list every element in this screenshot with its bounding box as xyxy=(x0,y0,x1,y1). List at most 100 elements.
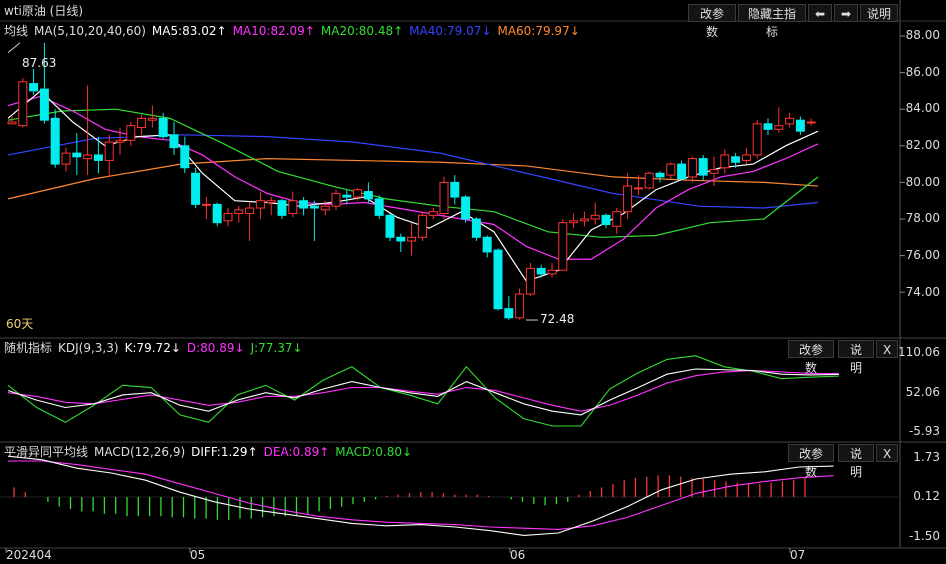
macd-value: MACD:0.80↓ xyxy=(335,445,413,459)
candle-body xyxy=(774,125,784,130)
ma5-value: MA5:83.02↑ xyxy=(151,24,227,38)
candle-body xyxy=(644,172,654,189)
kdj-close-icon[interactable]: X xyxy=(876,340,898,358)
candle-body xyxy=(29,83,39,92)
kdj-y-tick-bottom: -5.93 xyxy=(908,424,940,438)
window-title: wti原油 (日线) xyxy=(4,4,84,18)
candle-body xyxy=(677,163,687,180)
candle-body xyxy=(439,181,449,215)
candle-body xyxy=(623,185,633,213)
kdj-k-value: K:79.72↓ xyxy=(124,341,181,355)
macd-close-icon[interactable]: X xyxy=(876,444,898,462)
macd-dea-value: DEA:0.89↑ xyxy=(263,445,330,459)
indicator-params: MA(5,10,20,40,60) xyxy=(34,24,146,38)
macd-title: 平滑异同平均线 xyxy=(4,445,89,459)
macd-header: 平滑异同平均线 MACD(12,26,9) DIFF:1.29↑ DEA:0.89↑ M… xyxy=(4,443,418,461)
candle-body xyxy=(633,187,643,190)
high-price-label: 87.63 xyxy=(22,56,57,70)
x-tick-may: 05 xyxy=(190,548,206,562)
candle-body xyxy=(245,207,255,215)
candle-body xyxy=(590,214,600,220)
y-tick-74: 74.00 xyxy=(905,285,940,299)
kdj-j-value: J:77.37↓ xyxy=(250,341,303,355)
kdj-header: 随机指标 KDJ(9,3,3) K:79.72↓ D:80.89↓ J:77.37↓ xyxy=(4,339,309,357)
candle-body xyxy=(147,117,157,121)
candle-body xyxy=(698,158,708,176)
candle-body xyxy=(547,269,557,275)
edit-params-button[interactable]: 改参数 xyxy=(688,4,736,39)
kdj-title: 随机指标 xyxy=(4,341,53,355)
y-tick-84: 84.00 xyxy=(905,101,940,115)
y-tick-78: 78.00 xyxy=(905,211,940,225)
ma60-line xyxy=(7,158,819,200)
candle-body xyxy=(277,200,287,216)
candle-body xyxy=(763,123,773,130)
candle-body xyxy=(752,123,762,156)
candle-body xyxy=(363,191,373,200)
candle-body xyxy=(720,154,730,169)
x-tick-start: 202404 xyxy=(6,548,52,562)
candle-body xyxy=(666,163,676,176)
candle-body xyxy=(115,139,125,143)
candle-body xyxy=(536,267,546,275)
candle-body xyxy=(255,200,265,209)
candle-body xyxy=(655,172,665,178)
y-tick-80: 80.00 xyxy=(905,175,940,189)
macd-help-button[interactable]: 说明 xyxy=(838,444,874,479)
candle-body xyxy=(785,117,795,125)
candle-body xyxy=(795,119,805,132)
candle-body xyxy=(223,213,233,222)
candle-body xyxy=(309,205,319,209)
candle-body xyxy=(471,218,481,238)
y-tick-86: 86.00 xyxy=(905,65,940,79)
period-label: 60天 xyxy=(6,317,34,331)
kdj-y-tick-mid: 52.06 xyxy=(905,385,940,399)
help-button[interactable]: 说明 xyxy=(860,4,898,22)
y-tick-76: 76.00 xyxy=(905,248,940,262)
y-tick-88: 88.00 xyxy=(905,28,940,42)
candle-body xyxy=(299,200,309,209)
kdj-y-tick-top: 110.06 xyxy=(898,345,940,359)
candle-body xyxy=(687,158,697,178)
ma60-value: MA60:79.97↓ xyxy=(497,24,580,38)
candle-body xyxy=(612,211,622,227)
candle-body xyxy=(266,200,276,204)
kdj-j-line xyxy=(7,355,839,427)
ma20-line xyxy=(7,108,819,238)
candle-body xyxy=(461,196,471,220)
candle-body xyxy=(83,154,93,160)
arrow-right-icon[interactable]: ➡ xyxy=(834,4,858,22)
hide-main-indicator-button[interactable]: 隐藏主指标 xyxy=(738,4,806,39)
arrow-left-icon[interactable]: ⬅ xyxy=(808,4,832,22)
candle-body xyxy=(709,169,719,174)
candle-body xyxy=(104,141,114,161)
candle-body xyxy=(201,203,211,206)
candle-body xyxy=(731,156,741,163)
ma40-value: MA40:79.07↓ xyxy=(409,24,492,38)
candle-body xyxy=(741,154,751,161)
candle-body xyxy=(579,218,589,222)
macd-edit-params-button[interactable]: 改参数 xyxy=(788,444,834,479)
candle-body xyxy=(374,198,384,216)
candle-body xyxy=(806,121,816,124)
macd-y-tick-mid: 0.12 xyxy=(913,489,940,503)
ma10-value: MA10:82.09↑ xyxy=(232,24,315,38)
kdj-help-button[interactable]: 说明 xyxy=(838,340,874,375)
candle-body xyxy=(288,200,298,215)
x-tick-jul: 07 xyxy=(790,548,806,562)
candle-body xyxy=(353,189,363,198)
kdj-edit-params-button[interactable]: 改参数 xyxy=(788,340,834,375)
candle-body xyxy=(428,211,438,216)
kdj-d-line xyxy=(7,369,839,412)
macd-diff-value: DIFF:1.29↑ xyxy=(191,445,258,459)
candle-body xyxy=(137,117,147,128)
candle-body xyxy=(504,308,514,319)
ma20-value: MA20:80.48↑ xyxy=(320,24,404,38)
kdj-params: KDJ(9,3,3) xyxy=(58,341,119,355)
candle-body xyxy=(450,181,460,198)
candle-body xyxy=(569,220,579,224)
main-indicator-header: 均线 MA(5,10,20,40,60) MA5:83.02↑ MA10:82.09↑… xyxy=(4,22,586,40)
candle-body xyxy=(18,81,28,127)
candle-body xyxy=(7,121,17,125)
low-price-label: 72.48 xyxy=(540,312,575,326)
